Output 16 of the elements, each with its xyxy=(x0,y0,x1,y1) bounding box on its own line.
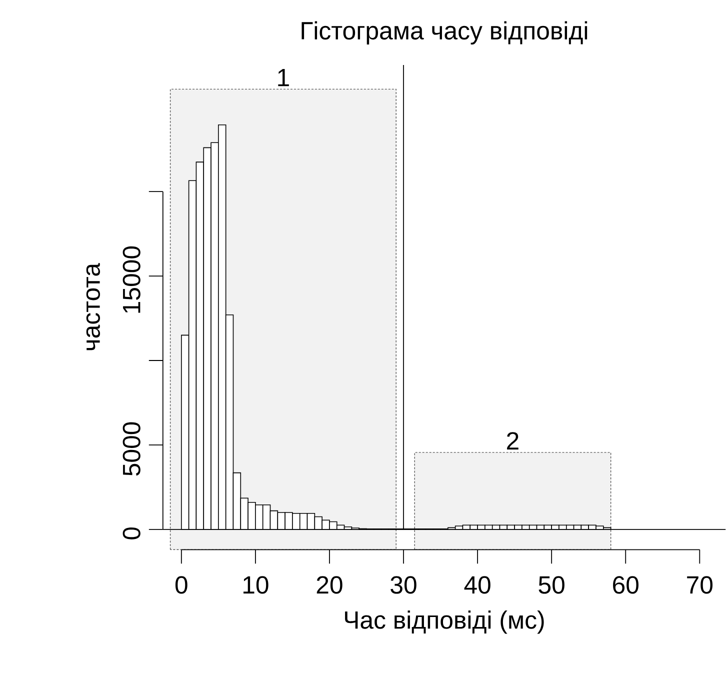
x-tick-label: 60 xyxy=(613,576,638,594)
x-tick-label: 50 xyxy=(538,576,564,594)
x-tick-label: 0 xyxy=(175,576,188,594)
y-tick-label: 5000 xyxy=(122,422,140,476)
x-tick-label: 20 xyxy=(316,576,342,594)
x-tick-label: 40 xyxy=(464,576,490,594)
x-tick-label: 70 xyxy=(687,576,713,594)
y-tick-label: 15000 xyxy=(122,246,140,313)
x-tick-label: 10 xyxy=(243,576,268,594)
x-tick-label: 30 xyxy=(390,576,416,594)
x-axis-title: Час відповіді (мс) xyxy=(345,610,544,634)
band-label: 1 xyxy=(278,69,289,86)
y-axis-title: частота xyxy=(86,263,100,350)
band-label: 2 xyxy=(507,432,518,450)
y-tick-label: 0 xyxy=(122,528,140,540)
chart-title: Гістограма часу відповіді xyxy=(302,21,588,45)
